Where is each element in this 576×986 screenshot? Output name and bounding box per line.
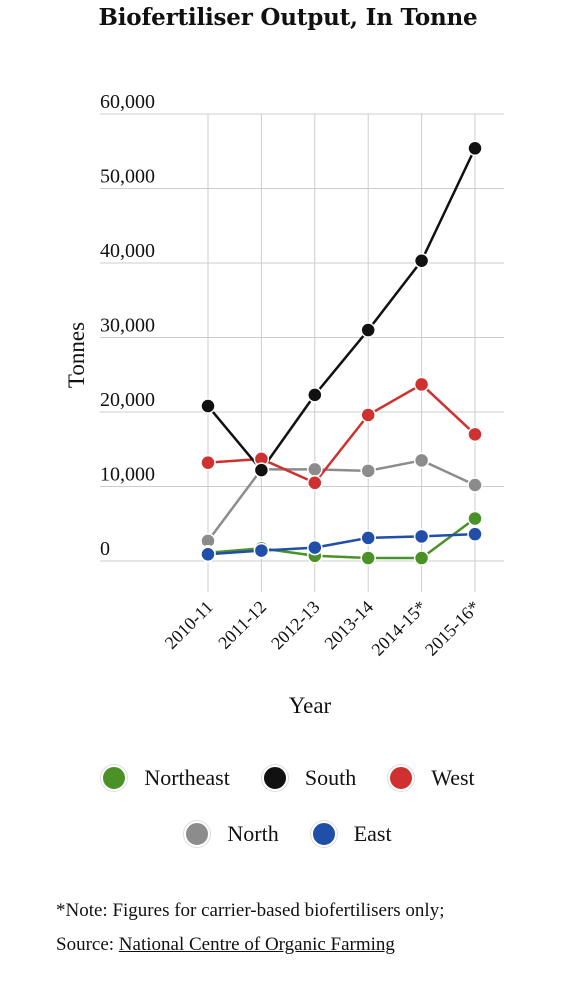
data-point-south <box>413 253 430 269</box>
x-tick-label: 2015-16* <box>421 597 484 660</box>
data-point-east <box>413 528 430 545</box>
legend-item-northeast: Northeast <box>101 765 230 791</box>
legend-row-2: North East <box>0 821 576 847</box>
data-point-south <box>360 322 376 338</box>
legend-marker <box>101 765 128 791</box>
footnote: *Note: Figures for carrier-based biofert… <box>56 900 445 921</box>
data-point-east <box>307 539 323 556</box>
data-point-east <box>467 526 483 542</box>
data-point-south <box>307 387 323 403</box>
legend-item-west: West <box>388 765 475 791</box>
legend-marker <box>184 821 211 847</box>
data-point-west <box>307 475 323 491</box>
data-point-east <box>360 530 376 546</box>
data-point-northeast <box>413 550 430 566</box>
line-chart: 0 10,000 20,000 30,000 40,000 50,000 60,000 20… <box>64 91 504 718</box>
y-tick-label: 10,000 <box>100 464 155 486</box>
legend-label: South <box>304 765 357 790</box>
data-point-west <box>200 454 216 471</box>
data-point-south <box>467 140 483 157</box>
data-point-north <box>413 452 430 469</box>
series-line-south <box>207 147 477 472</box>
x-tick-label: 2010-11 <box>161 597 217 653</box>
series-points <box>200 140 483 566</box>
y-tick-label: 50,000 <box>100 166 155 188</box>
source-line: Source: National Centre of Organic Farmi… <box>56 934 395 956</box>
data-point-north <box>467 477 483 493</box>
legend-row-1: Northeast South West <box>0 765 576 791</box>
source-prefix: Source: <box>56 934 119 955</box>
series-line-east <box>207 532 476 556</box>
gridlines <box>100 113 504 592</box>
series-line-northeast <box>207 517 476 560</box>
data-point-west <box>360 407 376 423</box>
legend-label: West <box>431 765 475 790</box>
data-point-south <box>200 398 216 414</box>
y-tick-label: 40,000 <box>100 240 155 262</box>
x-axis-label: Year <box>289 693 332 718</box>
legend-marker <box>310 821 337 847</box>
source-link[interactable]: National Centre of Organic Farming <box>118 934 395 955</box>
data-point-northeast <box>467 510 483 527</box>
y-tick-label: 60,000 <box>100 91 155 113</box>
legend-item-east: East <box>310 821 392 847</box>
data-point-west <box>413 376 430 393</box>
series-line-north <box>206 459 476 542</box>
legend-label: North <box>227 821 279 846</box>
y-tick-label: 0 <box>100 538 110 560</box>
legend-label: East <box>353 821 392 846</box>
data-point-south <box>253 462 270 478</box>
x-tick-label: 2011-12 <box>214 597 270 653</box>
y-tick-label: 30,000 <box>100 315 155 337</box>
x-tick-label: 2014-15* <box>367 597 430 660</box>
data-point-north <box>360 463 376 479</box>
data-point-north <box>307 461 323 478</box>
data-point-east <box>200 546 216 563</box>
data-point-west <box>467 426 483 443</box>
series-lines <box>206 147 477 560</box>
data-point-east <box>253 542 270 559</box>
x-tick-labels: 2010-112011-122012-132013-142014-15*2015… <box>161 597 484 660</box>
series-line-west <box>207 383 476 485</box>
legend-item-north: North <box>184 821 279 847</box>
y-tick-label: 20,000 <box>100 389 155 411</box>
y-axis-label: Tonnes <box>64 322 89 388</box>
y-tick-labels: 0 10,000 20,000 30,000 40,000 50,000 60,000 <box>100 91 155 560</box>
x-tick-label: 2012-13 <box>267 597 324 654</box>
chart-title: Biofertiliser Output, In Tonne <box>98 4 478 31</box>
legend-item-south: South <box>261 765 357 791</box>
legend-marker <box>388 765 415 791</box>
legend-label: Northeast <box>144 765 230 790</box>
legend-marker <box>261 765 288 791</box>
data-point-northeast <box>360 550 376 566</box>
